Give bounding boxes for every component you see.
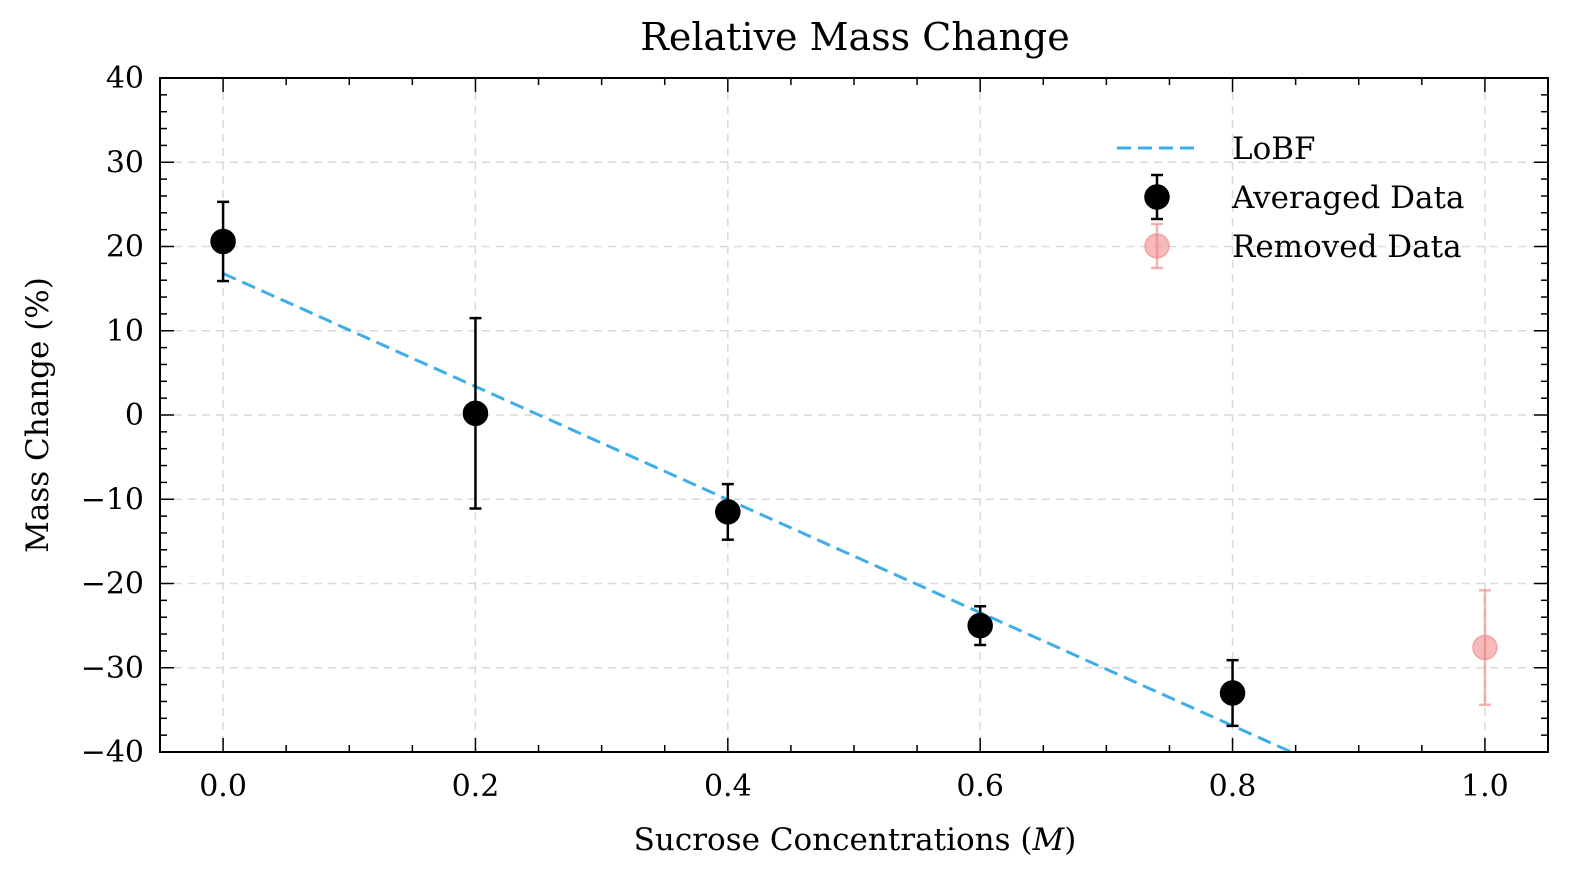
legend-label-0: LoBF [1232, 131, 1316, 167]
ticks [160, 77, 1548, 753]
removed-point-0 [1472, 634, 1498, 661]
lobf-line [222, 272, 1295, 752]
x-tick-label-1: 0.2 [452, 769, 500, 804]
y-tick-label-2: −20 [81, 567, 144, 602]
y-tick-label-1: −30 [81, 651, 144, 686]
x-tick-label-3: 0.6 [956, 769, 1004, 804]
legend-label-1: Averaged Data [1231, 180, 1464, 216]
legend-averaged-marker [1144, 184, 1170, 210]
y-tick-label-3: −10 [81, 482, 144, 517]
x-tick-label-4: 0.8 [1209, 769, 1257, 804]
x-tick-label-0: 0.0 [199, 769, 247, 804]
y-tick-labels: −40 −30 −20 −10 0 10 20 30 40 [81, 61, 144, 770]
y-tick-label-8: 40 [106, 61, 144, 96]
x-axis-label: Sucrose Concentrations (M) [634, 822, 1077, 858]
y-tick-label-4: 0 [125, 398, 144, 433]
averaged-point-3 [967, 612, 993, 639]
plot-area [210, 200, 1498, 752]
y-axis-label: Mass Change (%) [20, 277, 56, 553]
averaged-point-2 [715, 499, 741, 525]
legend-removed-marker [1144, 233, 1170, 259]
averaged-point-0 [210, 228, 236, 255]
legend-label-2: Removed Data [1232, 229, 1462, 265]
y-tick-label-5: 10 [106, 314, 144, 349]
legend: LoBF Averaged Data Removed Data [1117, 131, 1464, 270]
y-tick-label-6: 20 [106, 230, 144, 265]
y-tick-label-0: −40 [81, 735, 144, 770]
grid [160, 78, 1548, 752]
x-tick-labels: 0.0 0.2 0.4 0.6 0.8 1.0 [199, 769, 1509, 804]
chart-title: Relative Mass Change [640, 15, 1070, 59]
y-tick-label-7: 30 [106, 145, 144, 180]
averaged-point-1 [462, 400, 489, 427]
x-tick-label-5: 1.0 [1461, 769, 1509, 804]
x-tick-label-2: 0.4 [704, 769, 752, 804]
averaged-point-4 [1219, 680, 1246, 706]
